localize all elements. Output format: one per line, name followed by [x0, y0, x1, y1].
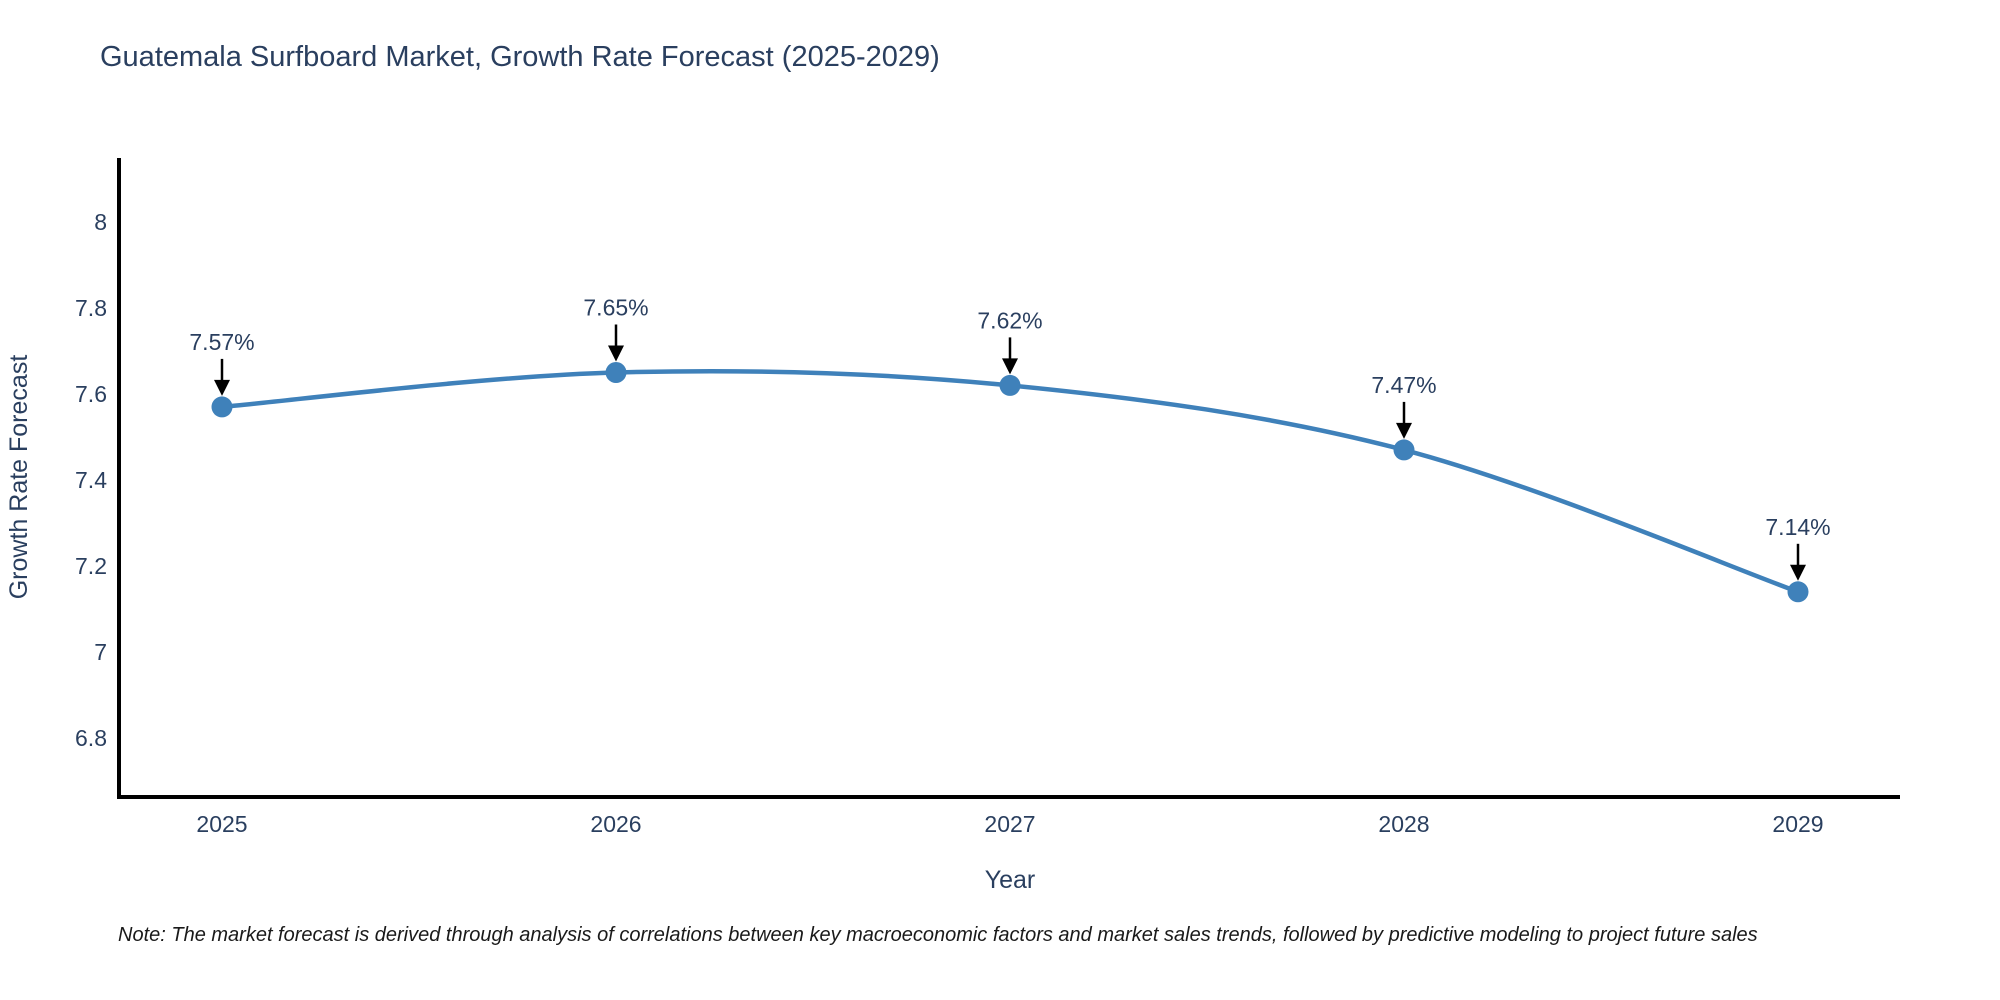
point-value-label: 7.47%	[1371, 372, 1436, 398]
x-tick-label: 2025	[196, 811, 247, 837]
point-value-label: 7.14%	[1765, 514, 1830, 540]
series-line	[221, 368, 1799, 594]
x-tick-label: 2027	[984, 811, 1035, 837]
y-tick-label: 6.8	[75, 725, 107, 751]
x-axis-tick-labels: 2025 2026 2027 2028 2029	[196, 811, 1823, 837]
y-tick-label: 7.8	[75, 295, 107, 321]
x-axis-title: Year	[985, 866, 1036, 894]
data-point-marker	[1787, 581, 1809, 603]
y-tick-label: 7.2	[75, 553, 107, 579]
point-value-label: 7.62%	[977, 307, 1042, 333]
point-annotations: 7.57% 7.65% 7.62% 7.47% 7.14%	[189, 295, 1831, 581]
annotation-arrowhead-icon	[1396, 422, 1412, 439]
y-axis-title: Growth Rate Forecast	[5, 355, 33, 600]
y-axis-tick-labels: 8 7.8 7.6 7.4 7.2 7 6.8	[75, 209, 107, 751]
data-point-marker	[999, 374, 1021, 396]
y-tick-label: 7	[94, 639, 107, 665]
data-point-marker	[605, 362, 627, 383]
series-markers	[211, 362, 1809, 603]
x-tick-label: 2026	[590, 811, 641, 837]
data-point-marker	[1393, 439, 1415, 461]
y-tick-label: 8	[94, 209, 107, 235]
annotation-arrowhead-icon	[214, 379, 230, 396]
data-point-marker	[211, 396, 233, 418]
x-tick-label: 2028	[1378, 811, 1429, 837]
footnote: Note: The market forecast is derived thr…	[118, 924, 1758, 946]
chart-title: Guatemala Surfboard Market, Growth Rate …	[100, 41, 940, 73]
annotation-arrowhead-icon	[1790, 564, 1806, 581]
y-tick-label: 7.4	[75, 467, 107, 493]
point-value-label: 7.65%	[583, 295, 648, 321]
annotation-arrowhead-icon	[608, 345, 624, 362]
y-tick-label: 7.6	[75, 381, 107, 407]
point-value-label: 7.57%	[189, 329, 254, 355]
x-tick-label: 2029	[1772, 811, 1823, 837]
annotation-arrowhead-icon	[1002, 358, 1018, 375]
